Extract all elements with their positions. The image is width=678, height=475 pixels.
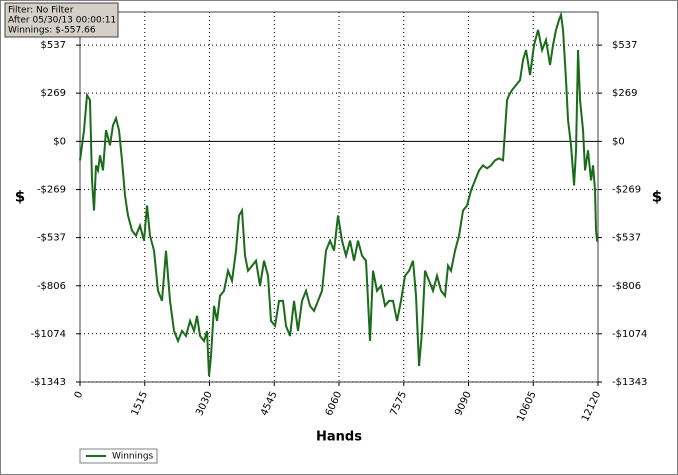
y-tick-label: -$1074	[31, 329, 66, 340]
y-tick-label: $0	[53, 136, 66, 147]
legend-label: Winnings	[112, 452, 154, 462]
line-series	[79, 10, 599, 377]
y-tick-label: -$806	[37, 281, 66, 292]
y2-tick-label: -$537	[612, 233, 641, 244]
y-axis-title: $	[15, 188, 25, 206]
y2-axis-title: $	[652, 188, 662, 206]
info-box	[4, 2, 119, 38]
y2-tick-label: -$806	[612, 281, 641, 292]
x-tick-label: 0	[73, 390, 86, 400]
y-tick-label: -$1343	[31, 377, 66, 388]
y2-tick-label: -$1074	[612, 329, 647, 340]
y2-tick-label: $537	[612, 40, 637, 51]
legend	[79, 448, 158, 464]
y2-tick-label: -$269	[612, 185, 641, 196]
info-line: Winnings: $-557.66	[8, 26, 96, 36]
y-tick-label: $537	[41, 40, 66, 51]
y-tick-label: -$269	[37, 185, 66, 196]
y-tick-label: -$537	[37, 233, 66, 244]
x-axis-title: Hands	[316, 430, 362, 445]
info-line: After 05/30/13 00:00:11	[8, 16, 116, 26]
y2-tick-label: $269	[612, 88, 637, 99]
y-tick-label: $269	[41, 88, 66, 99]
y2-tick-label: $0	[612, 136, 625, 147]
y2-tick-label: -$1343	[612, 377, 647, 388]
info-line: Filter: No Filter	[8, 6, 74, 16]
